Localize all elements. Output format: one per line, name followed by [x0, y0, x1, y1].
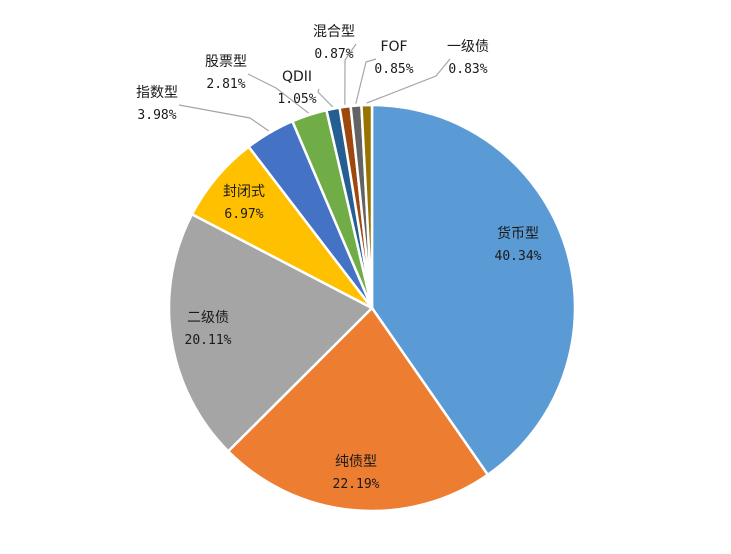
slice-value-label-4: 6.97% [224, 207, 263, 222]
slice-label-8: 混合型 [313, 24, 355, 40]
slice-label-9: FOF [380, 39, 407, 55]
leader-line-5 [178, 104, 270, 132]
slice-value-label-10: 0.83% [448, 62, 487, 77]
leader-line-10 [366, 58, 451, 104]
slice-value-label-1: 40.34% [495, 249, 542, 264]
leader-line-7 [317, 88, 334, 108]
slice-label-5: 指数型 [136, 85, 178, 101]
leader-line-8 [344, 43, 357, 105]
slice-label-4: 封闭式 [223, 184, 265, 200]
slice-value-label-5: 3.98% [137, 108, 176, 123]
slice-value-label-6: 2.81% [206, 77, 245, 92]
slice-value-label-7: 1.05% [277, 92, 316, 107]
slices-layer [167, 103, 577, 513]
pie-slice-1 [370, 103, 577, 476]
slice-label-7: QDII [282, 69, 312, 85]
leader-line-9 [355, 58, 377, 104]
slice-value-label-3: 20.11% [185, 333, 232, 348]
slice-label-2: 纯债型 [335, 454, 377, 470]
leader-lines-layer [178, 43, 451, 132]
slice-value-label-2: 22.19% [333, 477, 380, 492]
labels-layer: 货币型 40.34% 纯债型 22.19% 二级债 20.11% 封闭式 6.97% 指数型 3.… [136, 24, 542, 492]
slice-label-1: 货币型 [497, 225, 539, 242]
pie-slice-10 [360, 103, 374, 310]
slice-label-3: 二级债 [187, 310, 229, 326]
slice-value-label-8: 0.87% [314, 47, 353, 62]
slice-label-6: 股票型 [205, 54, 247, 70]
slice-value-label-9: 0.85% [374, 62, 413, 77]
slice-label-10: 一级债 [447, 39, 489, 55]
pie-slice-2 [226, 306, 490, 513]
pie-slice-3 [167, 213, 374, 453]
leader-line-6 [247, 73, 309, 114]
